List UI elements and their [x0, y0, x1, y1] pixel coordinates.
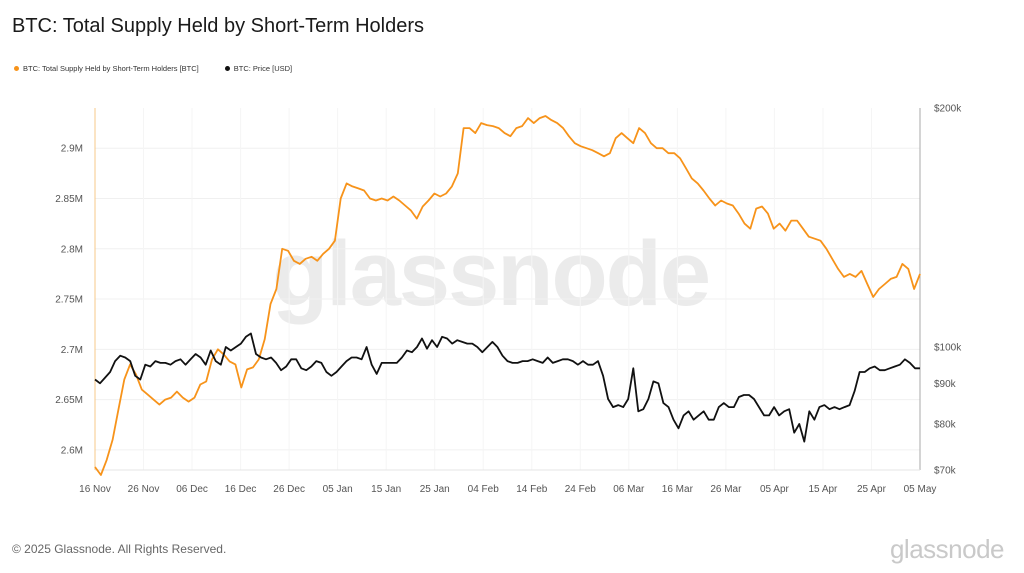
- x-tick-label: 05 Apr: [760, 484, 790, 495]
- chart-legend: BTC: Total Supply Held by Short-Term Hol…: [14, 64, 292, 73]
- legend-label-price: BTC: Price [USD]: [233, 64, 293, 73]
- y-tick-label-left: 2.8M: [61, 244, 83, 255]
- legend-swatch-price: [224, 66, 230, 71]
- axes: [94, 108, 921, 471]
- brand-logo: glassnode: [889, 534, 1005, 564]
- y-tick-label-right: $200k: [934, 104, 962, 115]
- y-tick-label-left: 2.7M: [61, 345, 83, 356]
- x-tick-label: 05 May: [904, 484, 937, 495]
- x-tick-label: 06 Dec: [176, 484, 208, 495]
- y-tick-label-left: 2.65M: [55, 395, 83, 406]
- x-tick-label: 15 Jan: [371, 484, 401, 495]
- y-tick-label-right: $90k: [934, 379, 957, 390]
- legend-swatch-supply: [14, 66, 19, 71]
- x-tick-label: 05 Jan: [323, 484, 353, 495]
- y-tick-label-left: 2.85M: [55, 194, 83, 205]
- y-tick-label-right: $100k: [934, 343, 962, 354]
- x-tick-label: 06 Mar: [613, 484, 645, 495]
- legend-label-supply: BTC: Total Supply Held by Short-Term Hol…: [23, 64, 199, 73]
- x-tick-label: 25 Apr: [857, 484, 887, 495]
- y-tick-label-left: 2.75M: [55, 295, 83, 306]
- grid-lines: [94, 108, 921, 470]
- x-tick-label: 26 Mar: [710, 484, 742, 495]
- x-tick-label: 24 Feb: [565, 484, 597, 495]
- x-tick-label: 25 Jan: [420, 484, 450, 495]
- series-layer: [94, 115, 921, 476]
- legend-item-supply[interactable]: BTC: Total Supply Held by Short-Term Hol…: [14, 64, 199, 73]
- x-tick-label: 14 Feb: [516, 484, 548, 495]
- x-tick-label: 04 Feb: [468, 484, 500, 495]
- y-tick-label-right: $70k: [934, 466, 957, 477]
- y-tick-label-left: 2.6M: [61, 445, 83, 456]
- chart-title: BTC: Total Supply Held by Short-Term Hol…: [12, 15, 425, 37]
- tick-labels: 2.6M 2.65M 2.7M 2.75M 2.8M 2.85M 2.9M $70k $80k $…: [55, 104, 962, 496]
- series-line-supply: [94, 115, 921, 476]
- copyright-text: © 2025 Glassnode. All Rights Reserved.: [12, 542, 227, 556]
- x-tick-label: 26 Dec: [273, 484, 305, 495]
- y-tick-label-right: $80k: [934, 419, 957, 430]
- x-tick-label: 16 Nov: [79, 484, 111, 495]
- legend-item-price[interactable]: BTC: Price [USD]: [224, 64, 293, 73]
- y-tick-label-left: 2.9M: [61, 144, 83, 155]
- x-tick-label: 16 Dec: [225, 484, 257, 495]
- x-tick-label: 26 Nov: [128, 484, 160, 495]
- x-tick-label: 16 Mar: [662, 484, 694, 495]
- series-line-price: [94, 332, 920, 443]
- x-tick-label: 15 Apr: [808, 484, 838, 495]
